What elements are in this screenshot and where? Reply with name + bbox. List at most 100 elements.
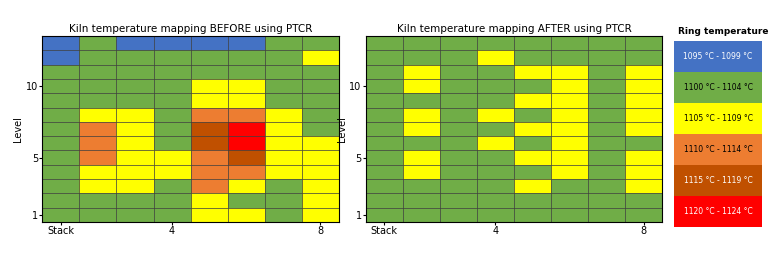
- Bar: [514, 50, 551, 65]
- Bar: [79, 50, 116, 65]
- Bar: [42, 65, 79, 79]
- Bar: [440, 65, 477, 79]
- Bar: [79, 93, 116, 108]
- Bar: [403, 93, 440, 108]
- Bar: [625, 50, 662, 65]
- Bar: [551, 136, 588, 150]
- Bar: [191, 50, 228, 65]
- Bar: [366, 50, 403, 65]
- Bar: [588, 108, 625, 122]
- Bar: [116, 150, 153, 165]
- Bar: [403, 150, 440, 165]
- Bar: [116, 65, 153, 79]
- Bar: [228, 208, 265, 222]
- Bar: [551, 79, 588, 93]
- Bar: [403, 136, 440, 150]
- Text: 1105 °C - 1109 °C: 1105 °C - 1109 °C: [684, 114, 752, 123]
- Bar: [588, 179, 625, 193]
- Bar: [440, 179, 477, 193]
- Bar: [153, 108, 191, 122]
- Bar: [514, 93, 551, 108]
- Bar: [625, 108, 662, 122]
- Bar: [625, 193, 662, 208]
- Bar: [302, 65, 339, 79]
- Bar: [116, 165, 153, 179]
- Bar: [440, 208, 477, 222]
- Bar: [625, 179, 662, 193]
- Bar: [153, 36, 191, 50]
- Bar: [265, 79, 302, 93]
- Bar: [588, 50, 625, 65]
- Bar: [79, 179, 116, 193]
- Bar: [440, 50, 477, 65]
- Bar: [191, 179, 228, 193]
- Bar: [477, 108, 514, 122]
- Bar: [228, 165, 265, 179]
- Bar: [366, 208, 403, 222]
- Bar: [674, 41, 762, 72]
- Bar: [228, 93, 265, 108]
- Bar: [228, 79, 265, 93]
- Bar: [440, 36, 477, 50]
- Text: 1095 °C - 1099 °C: 1095 °C - 1099 °C: [684, 52, 752, 61]
- Bar: [265, 193, 302, 208]
- Bar: [42, 150, 79, 165]
- Bar: [403, 208, 440, 222]
- Bar: [403, 50, 440, 65]
- Bar: [116, 208, 153, 222]
- Bar: [265, 165, 302, 179]
- Bar: [514, 208, 551, 222]
- Bar: [116, 108, 153, 122]
- Bar: [42, 136, 79, 150]
- Bar: [514, 165, 551, 179]
- Bar: [42, 50, 79, 65]
- Bar: [79, 122, 116, 136]
- Y-axis label: Level: Level: [336, 116, 346, 142]
- Bar: [366, 150, 403, 165]
- Bar: [440, 150, 477, 165]
- Bar: [153, 150, 191, 165]
- Bar: [302, 122, 339, 136]
- Bar: [42, 122, 79, 136]
- Bar: [674, 72, 762, 103]
- Bar: [42, 165, 79, 179]
- Bar: [551, 150, 588, 165]
- Bar: [403, 122, 440, 136]
- Bar: [153, 208, 191, 222]
- Bar: [116, 193, 153, 208]
- Bar: [514, 193, 551, 208]
- Bar: [79, 65, 116, 79]
- Bar: [366, 193, 403, 208]
- Bar: [153, 122, 191, 136]
- Bar: [440, 193, 477, 208]
- Bar: [551, 93, 588, 108]
- Bar: [366, 93, 403, 108]
- Bar: [153, 93, 191, 108]
- Bar: [588, 165, 625, 179]
- Bar: [366, 179, 403, 193]
- Bar: [440, 136, 477, 150]
- Bar: [302, 136, 339, 150]
- Bar: [403, 65, 440, 79]
- Text: 1115 °C - 1119 °C: 1115 °C - 1119 °C: [684, 176, 752, 185]
- Bar: [265, 108, 302, 122]
- Bar: [366, 108, 403, 122]
- Bar: [514, 122, 551, 136]
- Bar: [588, 150, 625, 165]
- Bar: [477, 122, 514, 136]
- Bar: [302, 165, 339, 179]
- Bar: [42, 179, 79, 193]
- Bar: [514, 108, 551, 122]
- Bar: [477, 93, 514, 108]
- Bar: [674, 103, 762, 134]
- Bar: [191, 193, 228, 208]
- Bar: [79, 208, 116, 222]
- Bar: [228, 150, 265, 165]
- Bar: [302, 79, 339, 93]
- Bar: [588, 193, 625, 208]
- Bar: [116, 36, 153, 50]
- Bar: [302, 36, 339, 50]
- Bar: [191, 93, 228, 108]
- Bar: [302, 50, 339, 65]
- Bar: [42, 108, 79, 122]
